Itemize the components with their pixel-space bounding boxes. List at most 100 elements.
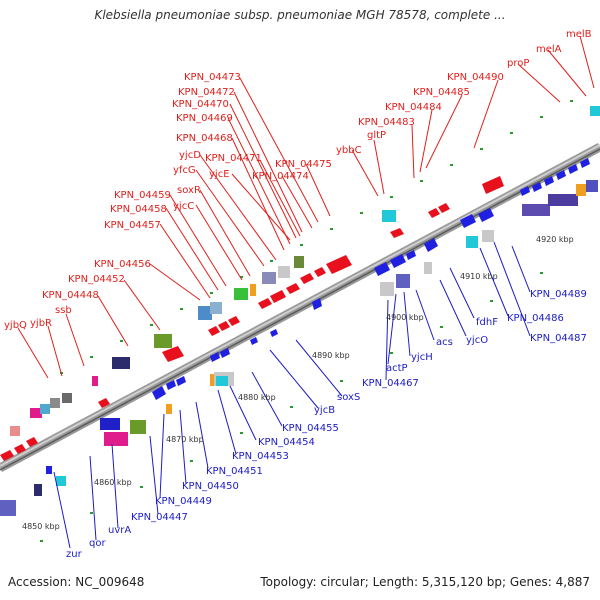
gene-label: yjbQ <box>4 320 27 331</box>
gene-reverse <box>568 164 578 174</box>
gene-label: KPN_04485 <box>413 87 470 98</box>
gene-label: KPN_04471 <box>205 153 262 164</box>
gene-forward <box>208 326 220 336</box>
reverse-tick-marks <box>40 272 543 542</box>
scale-label: 4850 kbp <box>22 522 60 531</box>
gene-reverse <box>520 186 530 196</box>
gene-forward <box>314 267 326 277</box>
gene-forward <box>26 437 38 447</box>
gene-forward <box>218 321 230 331</box>
scale-labels: 4850 kbp 4860 kbp 4870 kbp 4880 kbp 4890… <box>22 235 574 531</box>
gene-label: yjcD <box>179 150 201 161</box>
scale-label: 4920 kbp <box>536 235 574 244</box>
gene-reverse <box>532 182 542 192</box>
gene-forward <box>0 450 14 461</box>
gene-reverse <box>176 376 186 386</box>
map-title: Klebsiella pneumoniae subsp. pneumoniae … <box>94 8 506 22</box>
gene-label: actP <box>386 363 408 374</box>
gene-forward <box>286 283 300 294</box>
gene-label: proP <box>507 58 529 69</box>
gene-label: KPN_04474 <box>252 171 309 182</box>
gene-forward <box>390 228 404 238</box>
gene-label: ybbC <box>336 145 362 156</box>
gene-forward <box>228 316 240 326</box>
scale-label: 4860 kbp <box>94 478 132 487</box>
gene-reverse <box>210 352 220 362</box>
gene-forward <box>270 290 286 303</box>
gene-reverse <box>312 298 322 310</box>
gene-reverse <box>166 380 176 390</box>
scale-label: 4910 kbp <box>460 272 498 281</box>
forward-genes <box>0 176 504 461</box>
gene-reverse <box>580 158 590 168</box>
top-gene-labels: yjbQ yjbR ssb KPN_04448 KPN_04452 KPN_04… <box>4 29 592 331</box>
gene-label: KPN_04472 <box>178 87 235 98</box>
top-leader-lines <box>17 35 595 379</box>
gene-label: qor <box>89 538 106 549</box>
gene-label: yjcH <box>411 352 433 363</box>
gene-reverse <box>424 238 438 252</box>
gene-reverse <box>220 348 230 358</box>
gene-label: KPN_04470 <box>172 99 229 110</box>
gene-label: fdhF <box>476 317 498 328</box>
accession-text: Accession: NC_009648 <box>8 575 145 589</box>
genome-backbone <box>0 143 600 472</box>
gene-label: yjcO <box>466 335 488 346</box>
gene-forward <box>258 298 272 309</box>
gene-label: KPN_04453 <box>232 451 289 462</box>
gene-forward <box>300 273 314 284</box>
feature-blocks <box>10 106 600 436</box>
gene-label: soxR <box>177 185 201 196</box>
scale-label: 4900 kbp <box>386 313 424 322</box>
gene-label: soxS <box>337 392 360 403</box>
gene-label: yjcB <box>314 405 335 416</box>
gene-label: acs <box>436 337 453 348</box>
scale-label: 4880 kbp <box>238 393 276 402</box>
gene-forward <box>326 255 352 274</box>
gene-label: KPN_04484 <box>385 102 442 113</box>
gene-label: KPN_04469 <box>176 113 233 124</box>
gene-label: KPN_04458 <box>110 204 167 215</box>
gene-label: yfcG <box>173 165 196 176</box>
gene-label: KPN_04456 <box>94 259 151 270</box>
gene-forward <box>482 176 504 194</box>
scale-label: 4870 kbp <box>166 435 204 444</box>
gene-label: KPN_04447 <box>131 512 188 523</box>
gene-label: KPN_04454 <box>258 437 315 448</box>
gene-label: zur <box>66 549 83 560</box>
gene-label: KPN_04450 <box>182 481 239 492</box>
bottom-leader-lines <box>53 241 531 549</box>
gene-label: KPN_04448 <box>42 290 99 301</box>
gene-forward <box>162 346 184 362</box>
reverse-genes <box>0 158 590 516</box>
gene-label: yjcC <box>173 201 194 212</box>
gene-reverse <box>460 214 476 228</box>
gene-label: KPN_04467 <box>362 378 419 389</box>
gene-forward <box>14 444 26 454</box>
gene-reverse <box>556 170 566 180</box>
gene-label: KPN_04490 <box>447 72 504 83</box>
gene-label: KPN_04455 <box>282 423 339 434</box>
gene-label: yjbR <box>30 318 52 329</box>
gene-forward <box>98 398 110 408</box>
gene-label: yjcE <box>209 169 230 180</box>
gene-reverse <box>406 250 416 260</box>
gene-label: KPN_04489 <box>530 289 587 300</box>
gene-reverse <box>544 176 554 186</box>
gene-label: KPN_04473 <box>184 72 241 83</box>
gene-reverse <box>250 337 258 345</box>
gene-label: KPN_04452 <box>68 274 125 285</box>
gene-reverse <box>374 262 390 276</box>
gene-label: KPN_04468 <box>176 133 233 144</box>
gene-label: melB <box>566 29 592 40</box>
gene-reverse <box>270 329 278 337</box>
gene-label: KPN_04487 <box>530 333 587 344</box>
gene-label: KPN_04483 <box>358 117 415 128</box>
gene-label: ssb <box>55 305 72 316</box>
gene-forward <box>438 203 450 213</box>
gene-label: KPN_04475 <box>275 159 332 170</box>
gene-reverse <box>478 208 494 222</box>
gene-forward <box>428 208 440 218</box>
gene-label: KPN_04457 <box>104 220 161 231</box>
